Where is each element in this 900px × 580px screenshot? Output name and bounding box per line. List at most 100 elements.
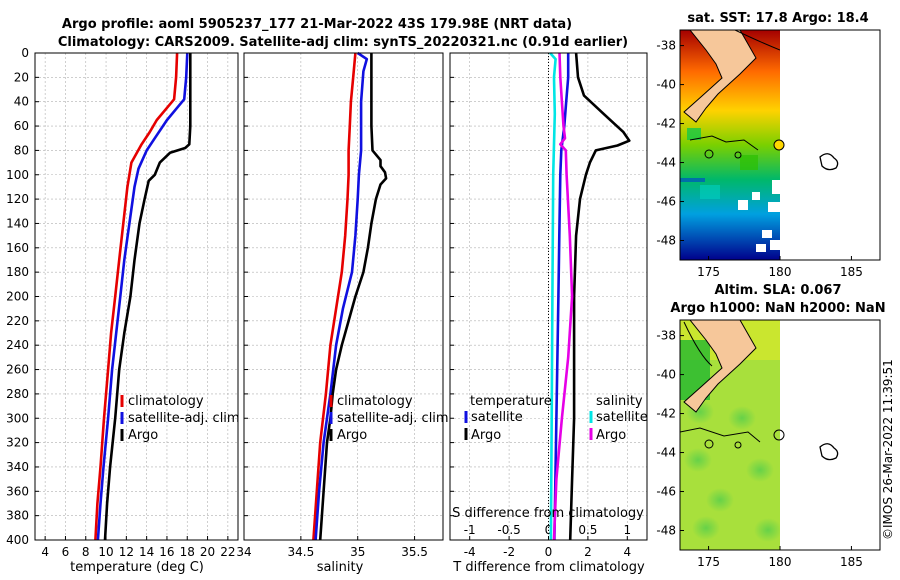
sst-missing-cell [738,200,748,210]
plot-frame [449,52,648,541]
difference-legend-temperature: temperature satellite Argo [464,394,552,443]
difference-legend-salinity: salinity satellite Argo [589,394,648,443]
salinity-legend: climatology satellite-adj. clim Argo [329,394,449,443]
series-line-climatology [94,52,179,541]
series-line-satellite-adj-clim [314,51,369,541]
x-tick-label: 20 [200,545,215,559]
y-tick-label: 60 [14,119,29,133]
x-tick-label: -4 [464,545,476,559]
map-y-tick-label: -44 [656,446,676,460]
y-tick-label: 400 [6,533,29,547]
map-x-tick-label: 185 [840,555,863,569]
series-line-climatology [312,52,357,541]
y-tick-label: 0 [21,46,29,60]
top-x-tick-label: 1 [623,523,631,537]
map-x-tick-label: 180 [769,555,792,569]
x-tick-label: -2 [503,545,515,559]
sst-missing-cell [772,180,780,194]
temperature-panel: 0 20 40 60 80 100 120 140 160 180 200 220 240 260 280 3… [6,46,239,559]
map-y-tick-label: -44 [656,156,676,170]
y-tick-label: 380 [6,509,29,523]
y-tick-label: 340 [6,460,29,474]
y-tick-label: 240 [6,338,29,352]
sst-contour [689,135,759,151]
legend-label-s-argo: Argo [596,428,626,443]
y-tick-label: 260 [6,363,29,377]
argo-profile-marker [773,429,785,441]
x-tick-label: 10 [98,545,113,559]
figure-title-line1: Argo profile: aoml 5905237_177 21-Mar-20… [62,17,572,32]
island-outline [819,443,839,461]
sst-missing-cell [768,202,780,212]
map-y-tick-label: -48 [656,234,676,248]
y-tick-label: 20 [14,70,29,84]
island-outline [819,153,839,171]
sla-eddy [706,488,734,512]
difference-xlabel: T difference from climatology [452,560,645,575]
chatham-island [704,149,714,159]
legend-label-satellite: satellite-adj. clim [337,411,449,426]
difference-top-xlabel: S difference from climatology [452,506,644,521]
series-line-t-argo [568,52,631,541]
x-tick-label: 4 [41,545,49,559]
map-tick-labels: 175 180 185 -38 -40 -42 -44 -46 -48 175 180 185 -38 -… [656,39,862,569]
legend-title-salinity: salinity [596,394,643,409]
sst-missing-cell [752,192,760,200]
map-x-tick-label: 175 [697,265,720,279]
y-tick-label: 80 [14,143,29,157]
y-tick-label: 100 [6,168,29,182]
sla-map-subtitle: Argo h1000: NaN h2000: NaN [670,301,885,316]
chatham-island [704,439,714,449]
sla-eddy [728,406,756,430]
y-tick-label: 140 [6,216,29,230]
map-y-tick-label: -46 [656,195,676,209]
x-tick-label: 0 [545,545,553,559]
y-tick-label: 280 [6,387,29,401]
x-tick-label: 12 [119,545,134,559]
top-x-tick-label: -0.5 [497,523,520,537]
legend-label-argo: Argo [128,428,158,443]
x-tick-label: 34 [236,545,251,559]
sla-eddy [754,518,780,542]
sst-patch [740,155,758,170]
sst-contour [734,30,780,51]
map-x-tick-label: 175 [697,555,720,569]
imos-watermark: ©IMOS 26-Mar-2022 11:39:51 [881,359,895,540]
series-line-satellite-adj-clim [96,52,189,541]
legend-title-temperature: temperature [470,394,552,409]
new-zealand-land [683,30,757,123]
x-tick-label: 14 [139,545,154,559]
sla-eddy [692,516,720,540]
new-zealand-land [683,320,757,413]
y-tick-label: 40 [14,95,29,109]
legend-label-t-argo: Argo [471,428,501,443]
sla-map-title: Altim. SLA: 0.067 [715,283,842,298]
sst-map [679,29,881,261]
y-tick-label: 300 [6,411,29,425]
y-tick-label: 360 [6,484,29,498]
map-y-tick-label: -48 [656,524,676,538]
y-tick-label: 200 [6,290,29,304]
top-x-tick-label: -1 [464,523,476,537]
x-tick-label: 16 [159,545,174,559]
sla-contour [680,427,761,443]
sst-missing-cell [756,244,766,252]
chatham-island [734,151,742,159]
x-tick-label: 35 [350,545,365,559]
sst-patch [687,128,701,140]
y-tick-label: 160 [6,241,29,255]
temperature-xlabel: temperature (deg C) [70,560,204,575]
legend-label-climatology: climatology [128,394,204,409]
figure-title-line2: Climatology: CARS2009. Satellite-adj cli… [58,35,628,50]
map-y-tick-label: -38 [656,39,676,53]
salinity-xlabel: salinity [317,560,364,575]
top-x-tick-label: 0 [545,523,553,537]
x-tick-label: 18 [180,545,195,559]
map-x-tick-label: 180 [769,265,792,279]
y-tick-label: 220 [6,314,29,328]
y-tick-label: 180 [6,265,29,279]
x-tick-label: 2 [584,545,592,559]
sst-patch [700,185,720,199]
series-line-t-satellite [553,53,570,541]
